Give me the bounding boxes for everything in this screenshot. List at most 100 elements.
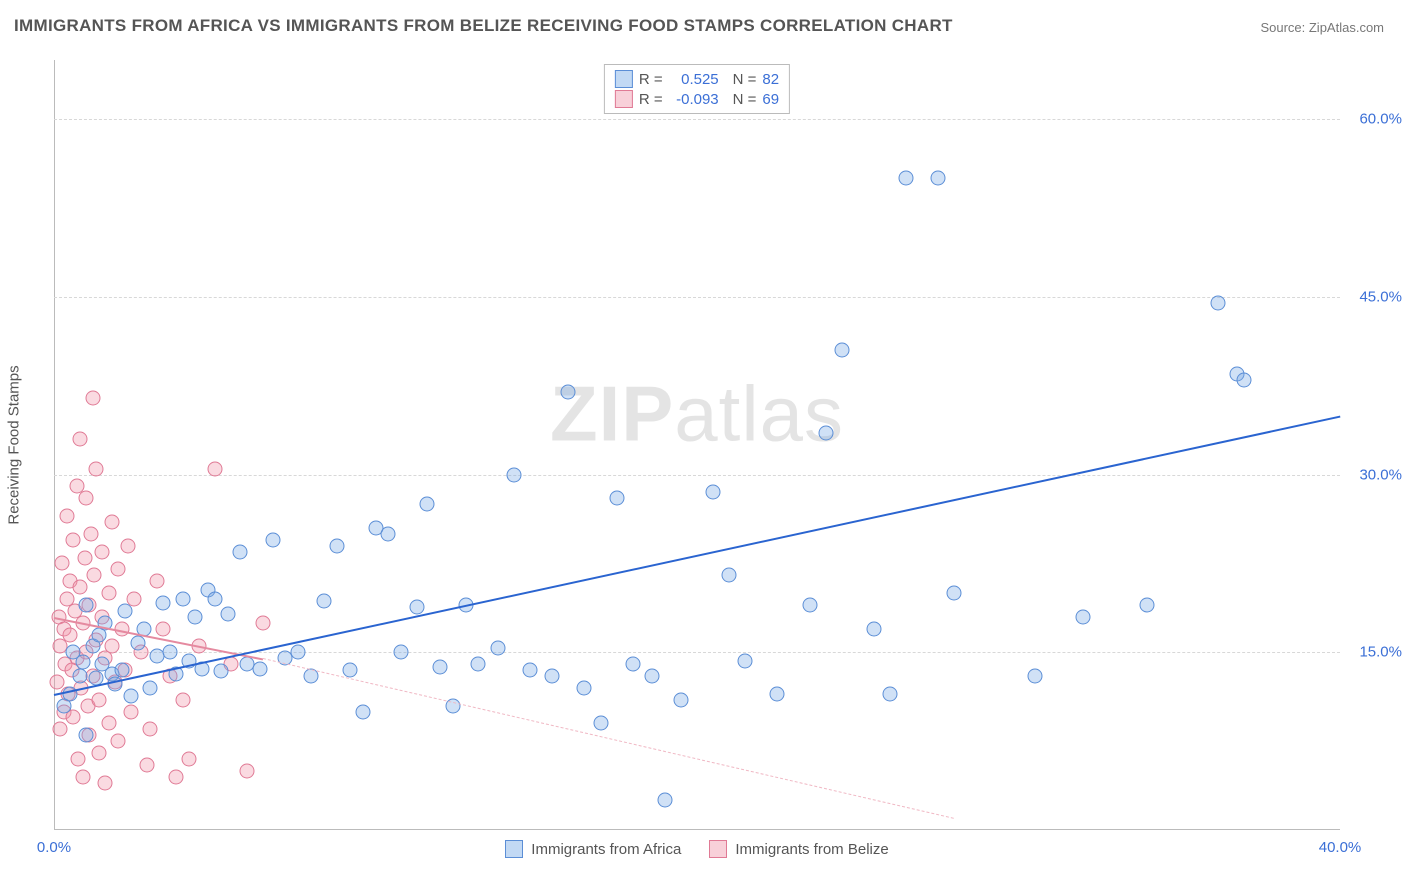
data-point (1140, 597, 1155, 612)
y-tick-label: 30.0% (1359, 466, 1402, 483)
data-point (545, 669, 560, 684)
data-point (625, 657, 640, 672)
legend-stats-row-africa: R = 0.525 N = 82 (615, 69, 779, 89)
data-point (931, 171, 946, 186)
data-point (72, 432, 87, 447)
data-point (169, 769, 184, 784)
data-point (55, 556, 70, 571)
square-swatch-icon (505, 840, 523, 858)
data-point (609, 491, 624, 506)
data-point (63, 627, 78, 642)
data-point (644, 669, 659, 684)
gridline (54, 119, 1340, 120)
data-point (111, 734, 126, 749)
watermark: ZIPatlas (550, 369, 844, 460)
data-point (706, 485, 721, 500)
data-point (291, 645, 306, 660)
data-point (834, 343, 849, 358)
r-value-africa: 0.525 (669, 71, 719, 88)
data-point (114, 663, 129, 678)
legend-label: Immigrants from Africa (531, 841, 681, 858)
square-swatch-icon (615, 70, 633, 88)
data-point (342, 663, 357, 678)
n-label: N = (733, 91, 757, 108)
data-point (79, 728, 94, 743)
data-point (1075, 609, 1090, 624)
data-point (104, 515, 119, 530)
n-label: N = (733, 71, 757, 88)
data-point (738, 653, 753, 668)
legend-item-belize: Immigrants from Belize (709, 840, 888, 858)
y-tick-label: 45.0% (1359, 288, 1402, 305)
data-point (561, 384, 576, 399)
data-point (722, 568, 737, 583)
data-point (101, 716, 116, 731)
data-point (95, 544, 110, 559)
data-point (79, 597, 94, 612)
data-point (1027, 669, 1042, 684)
data-point (98, 775, 113, 790)
data-point (947, 586, 962, 601)
data-point (124, 704, 139, 719)
data-point (156, 621, 171, 636)
gridline (54, 475, 1340, 476)
data-point (1236, 372, 1251, 387)
data-point (175, 692, 190, 707)
data-point (252, 661, 267, 676)
watermark-bold: ZIP (550, 370, 674, 458)
data-point (381, 526, 396, 541)
legend-series: Immigrants from Africa Immigrants from B… (54, 840, 1340, 858)
data-point (72, 669, 87, 684)
data-point (394, 645, 409, 660)
data-point (59, 509, 74, 524)
data-point (140, 757, 155, 772)
data-point (75, 769, 90, 784)
data-point (188, 609, 203, 624)
legend-item-africa: Immigrants from Africa (505, 840, 681, 858)
square-swatch-icon (709, 840, 727, 858)
x-tick-label: 0.0% (37, 839, 71, 856)
data-point (156, 595, 171, 610)
data-point (506, 467, 521, 482)
data-point (92, 692, 107, 707)
data-point (77, 550, 92, 565)
data-point (419, 497, 434, 512)
data-point (770, 686, 785, 701)
data-point (265, 532, 280, 547)
r-label: R = (639, 71, 663, 88)
data-point (182, 751, 197, 766)
legend-stats-row-belize: R = -0.093 N = 69 (615, 89, 779, 109)
data-point (866, 621, 881, 636)
gridline (54, 297, 1340, 298)
watermark-rest: atlas (674, 370, 844, 458)
data-point (522, 663, 537, 678)
data-point (802, 597, 817, 612)
legend-label: Immigrants from Belize (735, 841, 888, 858)
data-point (233, 544, 248, 559)
data-point (818, 426, 833, 441)
data-point (432, 659, 447, 674)
data-point (882, 686, 897, 701)
n-value-africa: 82 (762, 71, 779, 88)
data-point (130, 635, 145, 650)
data-point (175, 592, 190, 607)
data-point (50, 674, 65, 689)
data-point (220, 607, 235, 622)
data-point (53, 722, 68, 737)
data-point (207, 592, 222, 607)
data-point (79, 491, 94, 506)
source-label: Source: ZipAtlas.com (1260, 20, 1384, 35)
data-point (92, 746, 107, 761)
data-point (162, 645, 177, 660)
y-axis-line (54, 60, 55, 830)
data-point (75, 654, 90, 669)
data-point (143, 680, 158, 695)
data-point (72, 580, 87, 595)
data-point (593, 716, 608, 731)
x-tick-label: 40.0% (1319, 839, 1362, 856)
y-axis-label: Receiving Food Stamps (6, 365, 23, 524)
data-point (329, 538, 344, 553)
data-point (317, 594, 332, 609)
data-point (66, 710, 81, 725)
correlation-chart: Receiving Food Stamps ZIPatlas R = 0.525… (54, 60, 1340, 830)
